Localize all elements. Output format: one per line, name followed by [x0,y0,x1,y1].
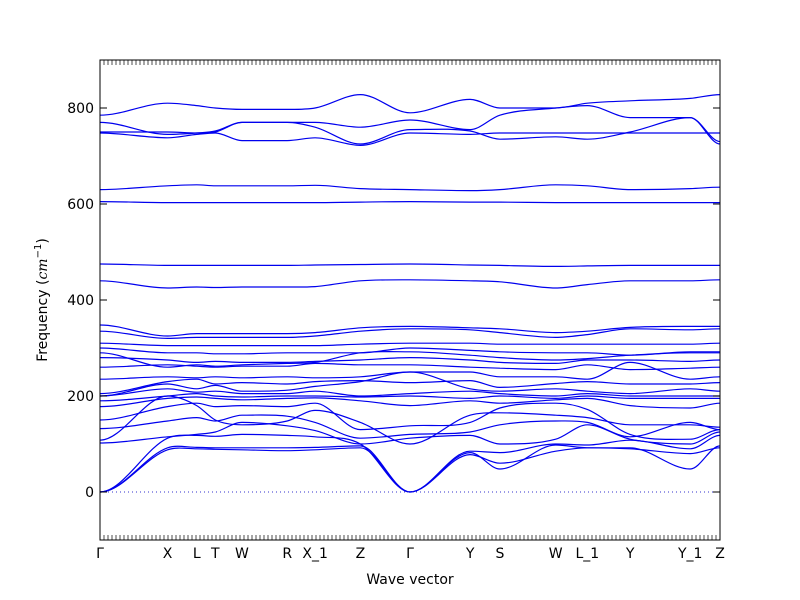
plot-frame [99,59,721,541]
x-tick-label: Z [356,546,366,562]
x-tick-label: S [495,546,504,562]
band-line-11 [99,371,721,397]
x-tick-label: W [549,546,563,562]
band-line-18 [99,342,721,347]
minor-ticks [99,60,721,540]
band-line-22 [99,263,720,268]
band-line-9 [99,392,720,402]
band-line-21 [99,279,721,289]
band-line-3 [99,433,721,493]
x-tick-label: X [163,546,173,562]
band-line-10 [99,388,720,397]
x-tick-label: Y [465,546,475,562]
x-tick-label: L [193,546,201,562]
x-tick-label: X_1 [302,546,328,562]
y-tick-label: 0 [85,485,94,501]
band-line-14 [99,362,721,371]
band-line-19 [99,328,721,340]
band-lines [99,93,721,493]
band-line-13 [99,361,721,380]
band-line-7 [99,402,721,441]
y-tick-label: 600 [67,197,94,213]
band-line-12 [99,378,721,395]
x-tick-label: Y_1 [677,546,702,562]
band-line-28 [99,93,721,116]
y-axis-label: Frequency (cm−1) [33,238,51,362]
x-tick-label: W [235,546,249,562]
y-ticks: 0 200 400 600 800 [67,101,720,501]
x-tick-label: T [210,546,220,562]
band-line-5 [99,414,721,439]
x-tick-label: Γ [96,546,104,562]
x-ticks: Γ X L T W R X_1 Z Γ Y S W L_1 Y Y_1 Z [96,546,725,562]
band-line-23 [99,200,720,204]
band-line-27 [99,104,721,143]
band-line-6 [99,395,721,445]
band-line-16 [99,350,720,368]
x-tick-label: R [282,546,292,562]
y-tick-label: 800 [67,101,94,117]
x-axis-label: Wave vector [366,572,454,588]
y-tick-label: 200 [67,389,94,405]
band-line-25 [99,132,720,147]
x-tick-label: Γ [406,546,414,562]
band-line-15 [99,356,721,365]
x-tick-label: Z [715,546,725,562]
band-line-17 [99,347,720,356]
band-line-8 [99,396,721,409]
x-tick-label: L_1 [575,546,599,562]
y-tick-label: 400 [67,293,94,309]
band-line-2 [99,444,721,493]
x-tick-label: Y [625,546,635,562]
band-line-20 [99,324,720,337]
band-line-24 [99,184,721,192]
